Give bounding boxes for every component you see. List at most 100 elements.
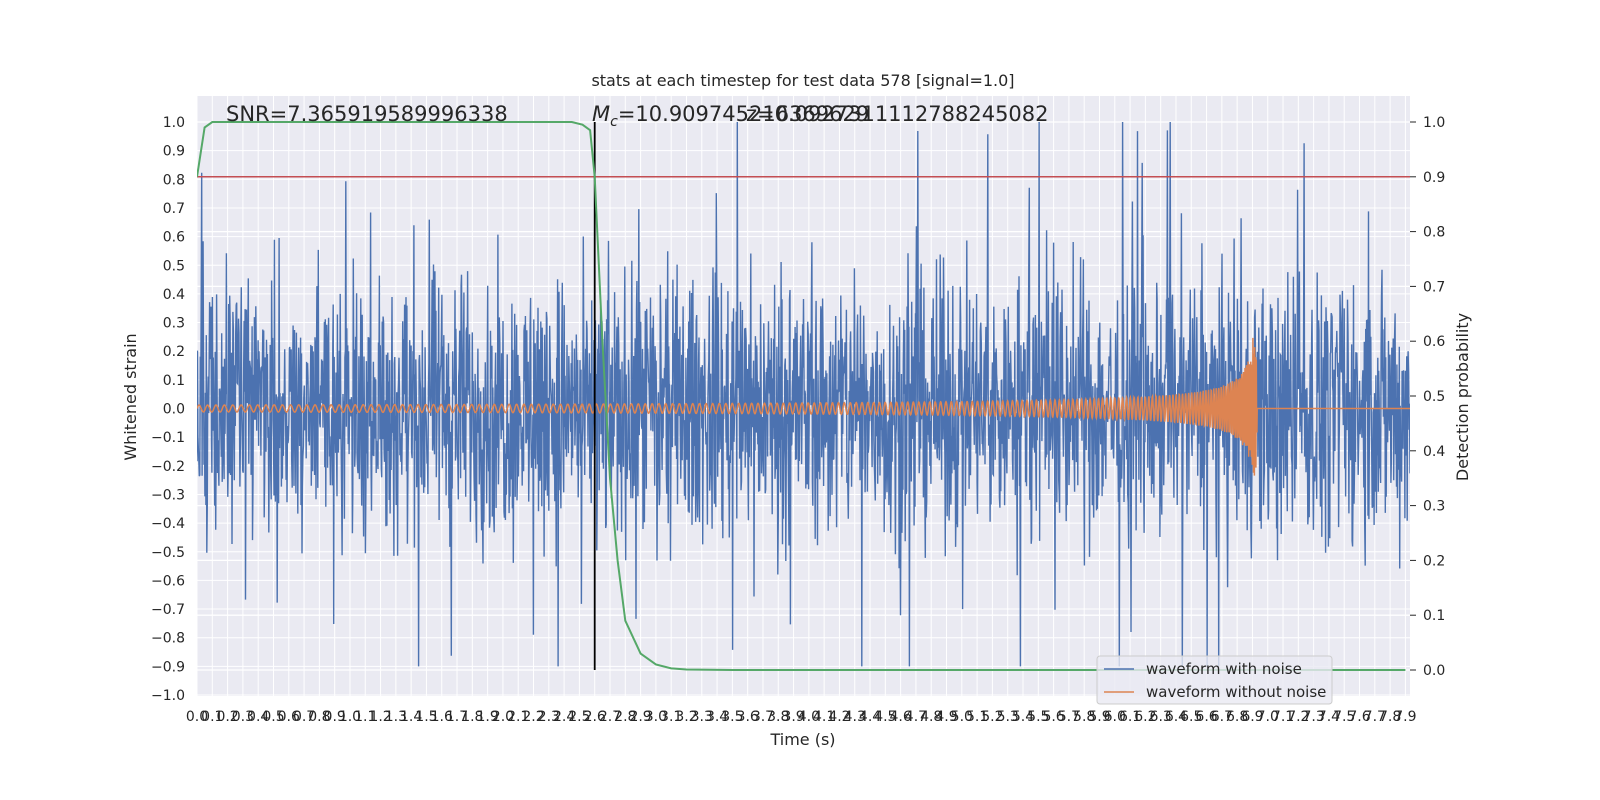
x-tick-label: 4.7: [905, 709, 927, 725]
x-tick-label: 0.1: [201, 709, 223, 725]
x-tick-label: 3.4: [706, 709, 728, 725]
y-right-tick-label: 0.4: [1423, 444, 1445, 460]
x-tick-label: 1.4: [400, 709, 422, 725]
x-tick-label: 6.1: [1119, 709, 1141, 725]
snr-annotation: SNR=7.365919589996338: [226, 102, 508, 126]
y-right-tick-label: 0.0: [1423, 663, 1445, 679]
y-right-tick-label: 0.7: [1423, 279, 1445, 295]
y-left-tick-label: −0.3: [151, 487, 185, 503]
x-tick-label: 3.3: [691, 709, 713, 725]
x-tick-label: 2.7: [599, 709, 621, 725]
x-tick-label: 0.7: [293, 709, 315, 725]
x-tick-label: 6.4: [1165, 709, 1187, 725]
x-tick-label: 2.5: [568, 709, 590, 725]
plot-content: [197, 121, 1410, 671]
x-tick-label: 7.8: [1379, 709, 1401, 725]
x-tick-label: 1.3: [385, 709, 407, 725]
x-tick-label: 0.3: [232, 709, 254, 725]
y-left-tick-label: 0.4: [163, 287, 185, 303]
x-tick-label: 0.5: [262, 709, 284, 725]
chirp-mass-annotation: Mc=10.909745216369629: [592, 102, 869, 130]
x-tick-label: 6.8: [1226, 709, 1248, 725]
legend-box: [1096, 655, 1333, 705]
x-tick-label: 1.0: [339, 709, 361, 725]
x-tick-label: 4.2: [828, 709, 850, 725]
x-tick-label: 1.2: [369, 709, 391, 725]
x-tick-label: 3.0: [645, 709, 667, 725]
y-left-tick-label: 0.6: [163, 230, 185, 246]
x-tick-label: 2.8: [614, 709, 636, 725]
x-tick-label: 5.4: [1012, 709, 1034, 725]
x-tick-label: 6.6: [1195, 709, 1217, 725]
x-tick-label: 5.1: [966, 709, 988, 725]
y-left-tick-label: −0.2: [151, 459, 185, 475]
x-tick-label: 4.4: [859, 709, 881, 725]
legend-label-clean: waveform without noise: [1146, 683, 1326, 701]
legend: waveform with noise waveform without noi…: [1096, 655, 1333, 705]
chirp-mass-symbol: M: [592, 102, 610, 126]
y-right-tick-label: 0.2: [1423, 553, 1445, 569]
x-tick-label: 2.1: [507, 709, 529, 725]
x-tick-label: 2.4: [553, 709, 575, 725]
x-tick-label: 2.0: [492, 709, 514, 725]
x-tick-label: 5.0: [951, 709, 973, 725]
x-tick-label: 5.9: [1088, 709, 1110, 725]
x-tick-label: 0.4: [247, 709, 269, 725]
y-right-tick-label: 0.3: [1423, 499, 1445, 515]
x-tick-label: 6.2: [1134, 709, 1156, 725]
x-tick-label: 7.2: [1287, 709, 1309, 725]
chart-title: stats at each timestep for test data 578…: [591, 71, 1014, 90]
x-tick-label: 7.7: [1364, 709, 1386, 725]
x-tick-label: 1.9: [476, 709, 498, 725]
y-left-tick-label: 0.0: [163, 402, 185, 418]
x-tick-label: 4.9: [935, 709, 957, 725]
x-tick-label: 0.8: [308, 709, 330, 725]
series-waveform-without-noise: [197, 337, 1410, 476]
y-left-tick-label: 0.2: [163, 344, 185, 360]
y-left-tick-label: −0.9: [151, 659, 185, 675]
y-left-tick-label: −0.5: [151, 545, 185, 561]
x-tick-label: 0.9: [324, 709, 346, 725]
y-right-tick-label: 0.8: [1423, 225, 1445, 241]
y-axis-right-ticks: 1.0 0.9 0.8 0.7 0.6 0.5 0.4 0.3 0.2 0.1 0.0: [1410, 115, 1445, 679]
x-tick-label: 4.5: [874, 709, 896, 725]
x-tick-label: 0.2: [216, 709, 238, 725]
x-tick-label: 2.9: [629, 709, 651, 725]
y-left-tick-label: −0.4: [151, 516, 185, 532]
y-left-tick-label: −0.7: [151, 602, 185, 618]
x-tick-label: 2.2: [522, 709, 544, 725]
y-left-tick-label: 0.8: [163, 172, 185, 188]
y-left-tick-label: −1.0: [151, 688, 185, 704]
x-tick-label: 2.3: [538, 709, 560, 725]
x-axis-label: Time (s): [769, 730, 835, 749]
x-tick-label: 3.6: [737, 709, 759, 725]
x-tick-label: 4.0: [798, 709, 820, 725]
x-tick-label: 6.0: [1104, 709, 1126, 725]
x-tick-label: 6.9: [1241, 709, 1263, 725]
x-tick-label: 3.2: [675, 709, 697, 725]
y-left-tick-label: 0.7: [163, 201, 185, 217]
x-tick-label: 5.7: [1058, 709, 1080, 725]
x-tick-label: 6.3: [1150, 709, 1172, 725]
x-tick-label: 1.8: [461, 709, 483, 725]
x-tick-label: 5.6: [1042, 709, 1064, 725]
y-axis-left-ticks: 1.0 0.9 0.8 0.7 0.6 0.5 0.4 0.3 0.2 0.1 0.0 −0.1 −0.…: [151, 115, 185, 704]
redshift-annotation: z=0.0927311112788245082: [746, 102, 1049, 126]
x-tick-label: 5.8: [1073, 709, 1095, 725]
y-right-tick-label: 0.5: [1423, 389, 1445, 405]
y-left-tick-label: 0.3: [163, 316, 185, 332]
x-tick-label: 4.3: [844, 709, 866, 725]
x-tick-label: 7.0: [1257, 709, 1279, 725]
y-right-tick-label: 0.6: [1423, 334, 1445, 350]
x-tick-label: 6.5: [1180, 709, 1202, 725]
x-tick-label: 1.5: [415, 709, 437, 725]
x-tick-label: 4.6: [889, 709, 911, 725]
y-axis-right-label: Detection probability: [1453, 313, 1472, 481]
x-tick-label: 0.0: [186, 709, 208, 725]
y-left-tick-label: 0.9: [163, 144, 185, 160]
x-tick-label: 1.7: [446, 709, 468, 725]
chirp-mass-value: =10.909745216369629: [618, 102, 869, 126]
x-tick-label: 3.8: [767, 709, 789, 725]
x-tick-label: 5.5: [1027, 709, 1049, 725]
